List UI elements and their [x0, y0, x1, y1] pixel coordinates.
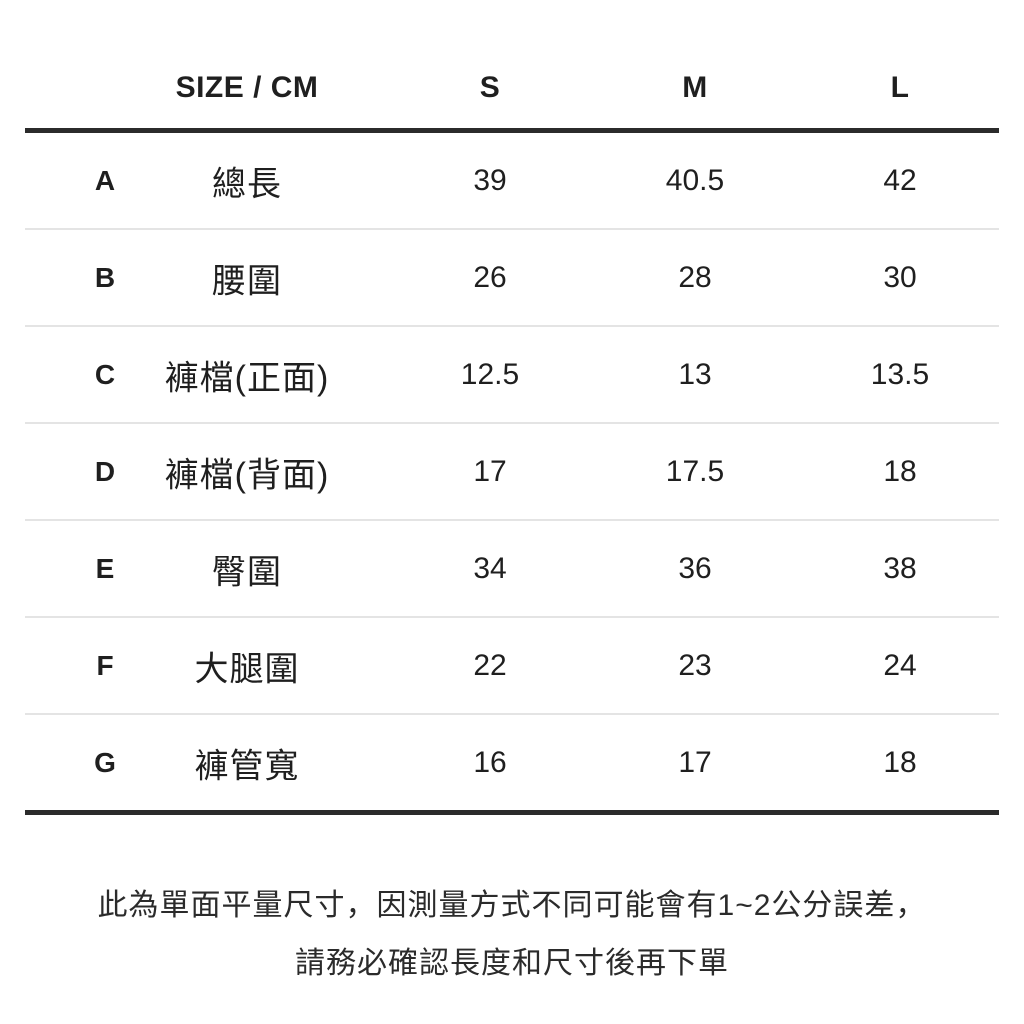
- row-value-s: 12.5: [460, 357, 520, 391]
- row-label: 褲檔(背面): [164, 456, 330, 494]
- header-col-s: S: [479, 71, 501, 104]
- header-size-cm-label: SIZE / CM: [175, 71, 319, 104]
- note-line-2: 請務必確認長度和尺寸後再下單: [295, 947, 729, 980]
- row-label: 大腿圍: [194, 650, 300, 688]
- row-letter: E: [95, 552, 115, 584]
- table-row: F 大腿圍 22 23 24: [25, 618, 999, 715]
- row-value-l: 18: [883, 454, 917, 488]
- row-label: 總長: [212, 165, 282, 203]
- row-letter: B: [94, 261, 116, 293]
- measurement-note: 此為單面平量尺寸，因測量方式不同可能會有1~2公分誤差， 請務必確認長度和尺寸後…: [0, 815, 1024, 993]
- row-letter: G: [94, 746, 116, 778]
- header-col-m: M: [682, 71, 708, 104]
- row-label: 腰圍: [212, 262, 282, 300]
- row-letter: A: [94, 164, 116, 196]
- row-value-m: 17: [678, 745, 712, 779]
- table-row: G 褲管寬 16 17 18: [25, 715, 999, 815]
- table-row: D 褲檔(背面) 17 17.5 18: [25, 424, 999, 521]
- row-value-m: 13: [678, 357, 712, 391]
- row-value-l: 38: [883, 551, 917, 585]
- row-label: 臀圍: [212, 553, 282, 591]
- row-value-m: 36: [678, 551, 712, 585]
- row-value-m: 17.5: [665, 454, 725, 488]
- row-value-s: 39: [473, 163, 507, 197]
- table-row: C 褲檔(正面) 12.5 13 13.5: [25, 327, 999, 424]
- size-chart-header-row: SIZE / CM S M L: [25, 0, 999, 133]
- row-value-m: 28: [678, 260, 712, 294]
- header-col-l: L: [890, 71, 910, 104]
- row-value-s: 26: [473, 260, 507, 294]
- row-label: 褲檔(正面): [164, 359, 330, 397]
- table-row: A 總長 39 40.5 42: [25, 133, 999, 230]
- row-value-l: 18: [883, 745, 917, 779]
- row-label: 褲管寬: [194, 747, 300, 785]
- row-value-m: 23: [678, 648, 712, 682]
- note-line-1: 此為單面平量尺寸，因測量方式不同可能會有1~2公分誤差，: [97, 889, 927, 922]
- table-row: E 臀圍 34 36 38: [25, 521, 999, 618]
- row-value-l: 42: [883, 163, 917, 197]
- row-letter: F: [96, 649, 114, 681]
- size-chart-body: A 總長 39 40.5 42 B 腰圍 26 28 30 C 褲檔(正面) 1…: [0, 133, 1024, 815]
- row-letter: D: [94, 455, 116, 487]
- row-value-s: 16: [473, 745, 507, 779]
- row-value-s: 34: [473, 551, 507, 585]
- row-value-l: 24: [883, 648, 917, 682]
- table-row: B 腰圍 26 28 30: [25, 230, 999, 327]
- row-value-l: 13.5: [870, 357, 930, 391]
- row-value-l: 30: [883, 260, 917, 294]
- row-letter: C: [94, 358, 116, 390]
- row-value-s: 17: [473, 454, 507, 488]
- row-value-m: 40.5: [665, 163, 725, 197]
- row-value-s: 22: [473, 648, 507, 682]
